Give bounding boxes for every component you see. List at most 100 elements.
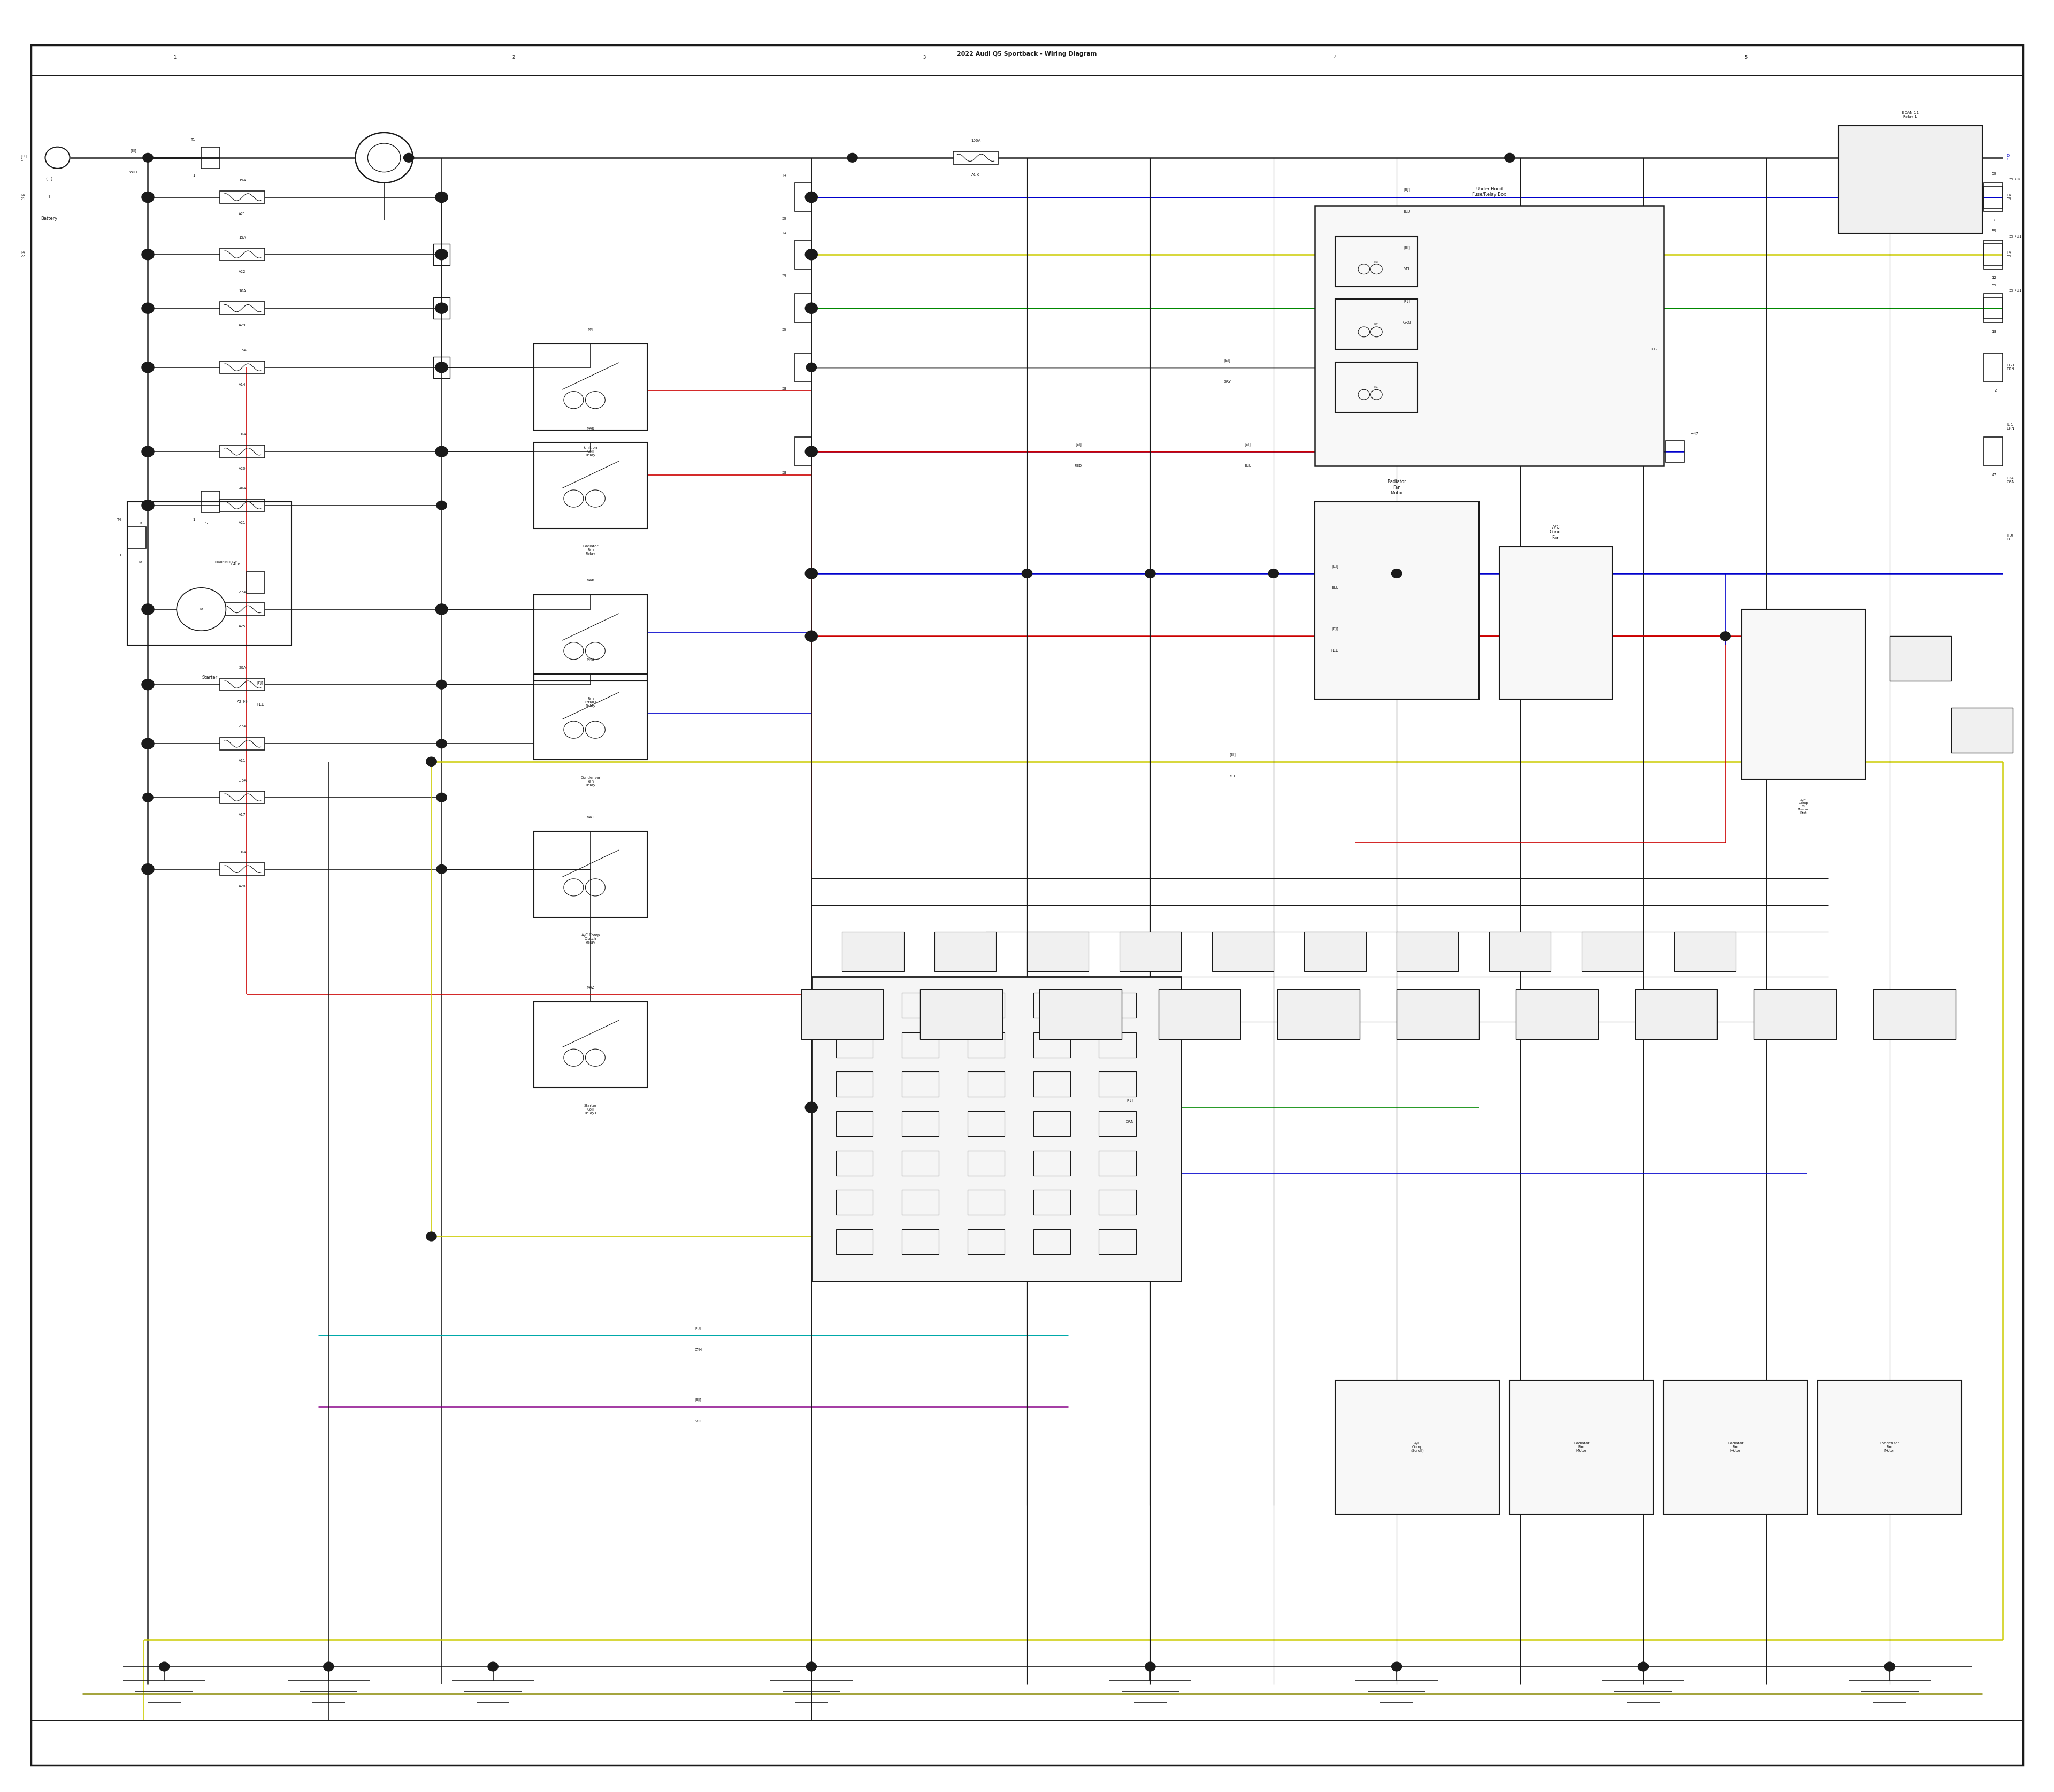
Text: Starter
Coil
Relay1: Starter Coil Relay1 (583, 1104, 598, 1115)
Circle shape (435, 502, 448, 511)
Bar (795, 437, 811, 466)
Text: [EI]
1: [EI] 1 (21, 154, 27, 161)
Text: 4: 4 (1333, 56, 1337, 59)
Bar (902, 1229, 939, 1254)
Circle shape (807, 446, 817, 455)
Bar (220, 192, 265, 202)
Circle shape (142, 446, 154, 457)
Circle shape (142, 305, 152, 314)
Bar (795, 353, 811, 382)
Text: A2-99: A2-99 (236, 701, 249, 702)
Bar (902, 1072, 939, 1097)
Text: [EJ]: [EJ] (694, 1398, 702, 1401)
Bar (220, 498, 265, 511)
Text: Ignition
Coil
Relay: Ignition Coil Relay (583, 446, 598, 457)
Text: 18: 18 (1992, 330, 1996, 333)
Text: 59: 59 (1992, 229, 1996, 233)
Text: →47: →47 (1690, 432, 1699, 435)
Circle shape (807, 362, 817, 373)
Bar (1664, 1380, 1808, 1514)
Text: 40A: 40A (238, 487, 246, 489)
Circle shape (805, 249, 817, 260)
Circle shape (427, 1233, 435, 1240)
Bar (1027, 932, 1089, 971)
Bar (953, 151, 998, 163)
Text: 1: 1 (119, 554, 121, 557)
Bar (1984, 240, 2003, 269)
Bar (920, 989, 1002, 1039)
Text: A21: A21 (238, 521, 246, 523)
Circle shape (805, 303, 817, 314)
Bar (534, 1002, 647, 1088)
Circle shape (435, 192, 448, 202)
Text: A/C Comp
Clutch
Relay: A/C Comp Clutch Relay (581, 934, 600, 944)
Text: [EJ]: [EJ] (1331, 627, 1339, 631)
Text: 1: 1 (193, 518, 195, 521)
Bar (534, 674, 647, 760)
Text: GRY: GRY (1224, 380, 1230, 383)
Bar (534, 831, 647, 918)
Circle shape (435, 866, 448, 874)
Text: Starter: Starter (201, 676, 218, 679)
Text: A1-6: A1-6 (972, 174, 980, 176)
Bar (1099, 1032, 1136, 1057)
Bar (1873, 989, 1955, 1039)
Bar (836, 1032, 873, 1057)
Bar (836, 1111, 873, 1136)
Text: M4: M4 (587, 328, 594, 332)
Text: 5: 5 (1744, 56, 1748, 59)
Text: 59: 59 (783, 274, 787, 278)
Text: Radiator
Fan
Motor: Radiator Fan Motor (1386, 480, 1407, 495)
Bar (935, 932, 996, 971)
Bar (1666, 441, 1684, 462)
Text: 1: 1 (238, 599, 240, 602)
Text: [EJ]: [EJ] (1228, 753, 1237, 756)
Bar (1335, 237, 1417, 287)
Bar (246, 572, 265, 593)
Circle shape (355, 133, 413, 183)
Bar (1984, 294, 2003, 323)
Text: 59: 59 (783, 217, 787, 220)
Text: T1: T1 (191, 138, 195, 142)
Bar (433, 244, 450, 265)
Text: A22: A22 (238, 271, 246, 272)
Text: F4
59: F4 59 (2007, 251, 2011, 258)
Text: 59: 59 (783, 328, 787, 332)
Text: Battery: Battery (41, 217, 58, 220)
Bar (836, 993, 873, 1018)
Text: BL-1
BRN: BL-1 BRN (2007, 364, 2015, 371)
Text: GRN: GRN (1403, 321, 1411, 324)
Text: E-CAN-11
Relay 1: E-CAN-11 Relay 1 (1902, 111, 1918, 118)
Text: 1: 1 (47, 195, 51, 199)
Circle shape (1146, 1663, 1154, 1670)
Circle shape (805, 446, 817, 457)
Bar (1099, 1229, 1136, 1254)
Text: A17: A17 (238, 814, 246, 815)
Text: GRN: GRN (1126, 1120, 1134, 1124)
Text: A20: A20 (238, 468, 246, 470)
Text: S: S (205, 521, 207, 525)
Circle shape (142, 864, 154, 874)
Text: C406: C406 (230, 563, 240, 566)
Bar (836, 1150, 873, 1176)
Text: YEL: YEL (1403, 267, 1411, 271)
Bar (836, 1229, 873, 1254)
Text: 59: 59 (1992, 283, 1996, 287)
Text: 10A: 10A (238, 290, 246, 292)
Text: K1: K1 (1374, 385, 1378, 389)
Circle shape (435, 792, 448, 801)
Bar (1212, 932, 1273, 971)
Circle shape (1506, 152, 1516, 161)
Bar (1838, 125, 1982, 233)
Circle shape (435, 362, 448, 373)
Circle shape (142, 502, 152, 511)
Bar (967, 1190, 1004, 1215)
Text: [EJ]: [EJ] (1074, 443, 1082, 446)
Bar (1099, 1072, 1136, 1097)
Bar (220, 602, 265, 615)
Bar (1818, 1380, 1962, 1514)
Bar (1099, 1190, 1136, 1215)
Circle shape (435, 446, 448, 457)
Text: 12: 12 (1992, 276, 1996, 280)
Text: [EJ]: [EJ] (1224, 358, 1230, 362)
